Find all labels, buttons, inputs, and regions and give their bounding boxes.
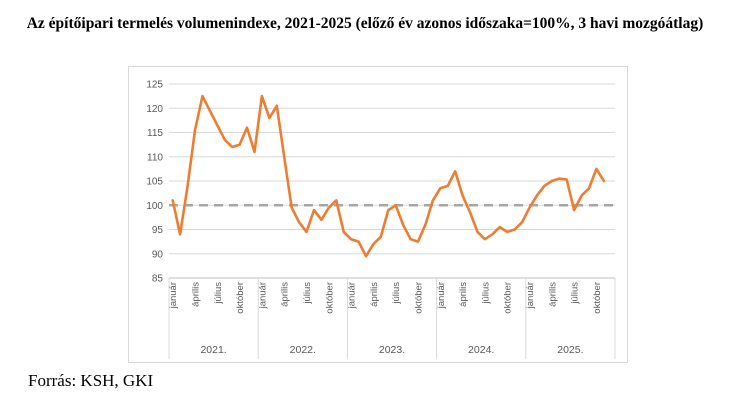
y-tick-label: 125 xyxy=(146,80,163,91)
y-tick-label: 110 xyxy=(147,152,163,163)
source-caption: Forrás: KSH, GKI xyxy=(28,371,154,390)
month-tick-label: január xyxy=(436,282,447,309)
year-label: 2023. xyxy=(379,344,405,356)
y-tick-label: 90 xyxy=(152,249,164,260)
month-tick-label: január xyxy=(525,282,536,309)
month-tick-label: április xyxy=(191,282,202,307)
series-line-volumenindex xyxy=(171,94,606,258)
y-tick-label: 100 xyxy=(146,201,163,212)
chart-title: Az építőipari termelés volumenindexe, 20… xyxy=(26,15,704,32)
month-tick-label: október xyxy=(414,282,425,314)
chart-container: 85 90 95 100 105 110 115 120 125 január április júl… xyxy=(128,66,628,363)
month-tick-label: július xyxy=(213,282,224,305)
year-separators xyxy=(168,278,616,359)
year-label: 2024. xyxy=(468,344,494,356)
month-tick-label: április xyxy=(369,282,380,307)
month-tick-label: április xyxy=(280,282,291,307)
chart-canvas: 85 90 95 100 105 110 115 120 125 január április júl… xyxy=(146,80,616,359)
y-axis-labels: 85 90 95 100 105 110 115 120 125 xyxy=(146,80,163,285)
month-tick-label: október xyxy=(324,282,335,314)
y-tick-label: 115 xyxy=(147,128,163,139)
month-tick-label: április xyxy=(458,282,469,307)
month-tick-label: április xyxy=(547,282,558,307)
month-tick-label: január xyxy=(168,282,179,309)
month-tick-label: október xyxy=(592,282,603,314)
month-tick-label: október xyxy=(235,282,246,314)
month-tick-label: július xyxy=(391,282,402,305)
month-tick-label: január xyxy=(347,282,358,309)
month-tick-labels: január április július október január április j… xyxy=(168,282,603,314)
y-tick-label: 85 xyxy=(152,274,164,285)
year-label: 2022. xyxy=(290,344,316,356)
month-tick-label: július xyxy=(480,282,491,305)
year-label: 2021. xyxy=(200,344,226,356)
y-tick-label: 105 xyxy=(146,177,163,188)
y-tick-label: 95 xyxy=(152,225,164,236)
month-tick-label: július xyxy=(570,282,581,305)
month-tick-label: július xyxy=(302,282,313,305)
y-tick-label: 120 xyxy=(146,104,163,115)
year-labels: 2021. 2022. 2023. 2024. 2025. xyxy=(200,344,583,356)
year-label: 2025. xyxy=(557,344,583,356)
month-tick-label: január xyxy=(257,282,268,309)
gridlines xyxy=(169,83,615,279)
month-tick-label: október xyxy=(503,282,514,314)
